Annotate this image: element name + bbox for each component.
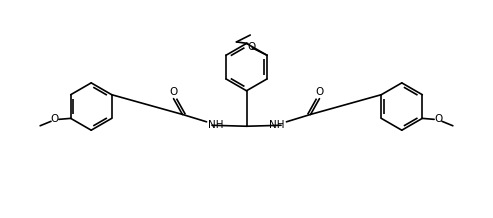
Text: O: O [434, 114, 442, 124]
Text: O: O [51, 114, 59, 124]
Text: NH: NH [269, 120, 285, 130]
Text: NH: NH [208, 120, 224, 130]
Text: O: O [316, 87, 323, 97]
Text: O: O [247, 42, 256, 52]
Text: O: O [170, 87, 177, 97]
